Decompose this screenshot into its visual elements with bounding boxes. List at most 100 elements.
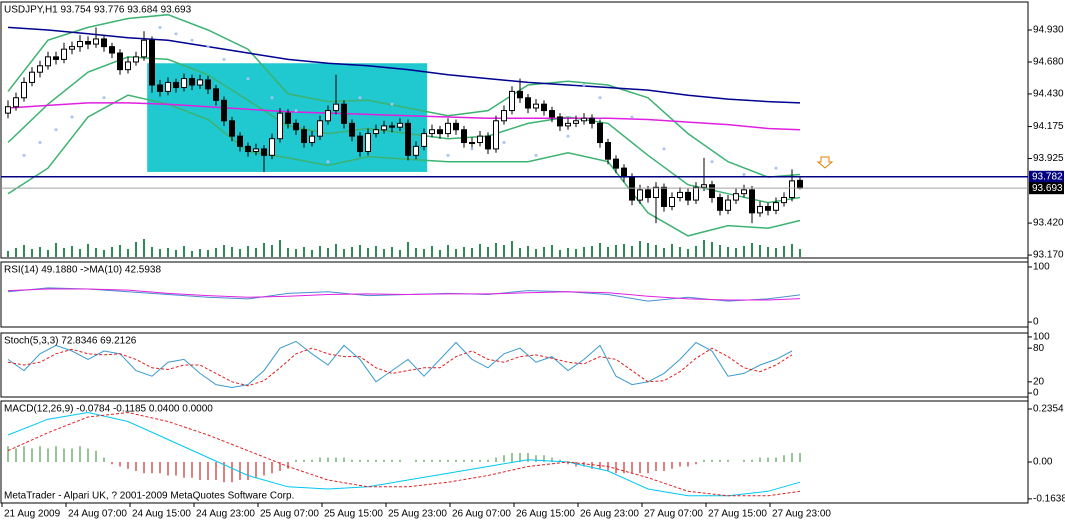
candle-body (797, 179, 803, 189)
candle-body (93, 38, 99, 45)
candle-body (133, 56, 139, 63)
sar-dot (246, 77, 250, 81)
candle-body (293, 122, 299, 131)
candle-body (261, 148, 267, 156)
time-label: 24 Aug 07:00 (68, 509, 127, 520)
candle-body (469, 142, 475, 145)
candle-body (45, 56, 51, 67)
candle-body (581, 117, 587, 122)
candle-body (621, 167, 627, 178)
candle-body (125, 61, 131, 71)
candle-body (357, 135, 363, 152)
candle-body (109, 46, 115, 54)
candle-body (453, 122, 459, 131)
candle-body (685, 191, 691, 201)
time-label: 27 Aug 07:00 (644, 509, 703, 520)
indicator-line (7, 340, 793, 389)
sar-dot (566, 134, 570, 138)
candle-body (69, 46, 75, 50)
sar-dot (38, 141, 42, 145)
candle-body (237, 135, 243, 147)
y-tick-label: 94.930 (1033, 25, 1064, 36)
y-tick-label: 80 (1033, 343, 1045, 354)
candle-body (597, 122, 603, 144)
candle-body (605, 142, 611, 160)
arrow-object (816, 156, 834, 169)
sar-dot (70, 115, 74, 119)
candle-body (221, 99, 227, 122)
panel-title: MACD(12,26,9) -0.0784 -0.1185 0.0400 0.0… (4, 404, 213, 415)
candle-body (557, 116, 563, 127)
time-label: 26 Aug 23:00 (580, 509, 639, 520)
candle-body (77, 41, 83, 48)
candle-body (157, 84, 163, 92)
candle-body (493, 120, 499, 150)
candle-body (173, 81, 179, 89)
candle-body (189, 78, 195, 86)
time-label: 27 Aug 23:00 (772, 509, 831, 520)
candle-body (565, 122, 571, 127)
candle-body (365, 133, 371, 152)
candle-body (253, 148, 259, 152)
candle-body (101, 38, 107, 48)
candle-body (37, 65, 43, 73)
candle-body (725, 199, 731, 211)
candle-body (765, 205, 771, 211)
candle-body (693, 186, 699, 201)
candle-body (325, 110, 331, 122)
candle-body (229, 120, 235, 137)
sar-dot (326, 160, 330, 164)
price-tag-label: 93.693 (1032, 183, 1063, 194)
candle-body (277, 112, 283, 140)
candle-body (525, 97, 531, 109)
candle-body (645, 189, 651, 199)
candle-body (149, 39, 155, 86)
candle-body (757, 205, 763, 214)
time-label: 24 Aug 23:00 (196, 509, 255, 520)
candle-body (421, 133, 427, 147)
panel: 0.2354 0.00 -0.1638 MACD(12,26,9) -0.0784 -… (4, 404, 1065, 505)
candle-body (397, 122, 403, 128)
candle-body (445, 122, 451, 135)
panel-title: USDJPY,H1 93.754 93.776 93.684 93.693 (4, 5, 192, 16)
sar-dot (270, 96, 274, 100)
footer: MetaTrader - Alpari UK, ? 2001-2009 Meta… (4, 491, 294, 502)
price-tag (1029, 170, 1064, 183)
candle-body (349, 122, 355, 137)
sar-dot (206, 45, 210, 49)
candle-body (29, 71, 35, 83)
sar-dot (774, 166, 778, 170)
candle-body (485, 135, 491, 150)
candle-body (389, 125, 395, 128)
sar-dot (294, 109, 298, 113)
candle-body (13, 97, 19, 108)
candle-body (549, 110, 555, 118)
y-tick-label: 0 (1033, 388, 1039, 399)
candle-body (269, 138, 275, 156)
candle-body (781, 197, 787, 204)
time-label: 25 Aug 15:00 (324, 509, 383, 520)
sar-dot (158, 25, 162, 29)
sar-dot (446, 153, 450, 157)
candle-body (21, 81, 27, 99)
candle-body (533, 103, 539, 109)
sar-dot (502, 141, 506, 145)
sar-dot (102, 96, 106, 100)
y-tick-label: 0.2354 (1033, 404, 1064, 415)
candle-body (317, 120, 323, 137)
candle-body (309, 135, 315, 144)
y-tick-label: 94.430 (1033, 89, 1064, 100)
panel-title: RSI(14) 49.1880 ->MA(10) 42.5938 (4, 265, 161, 276)
indicator-line (7, 411, 801, 497)
candle-body (709, 184, 715, 199)
candle-body (197, 79, 203, 86)
sar-dot (174, 32, 178, 36)
y-tick-label: 20 (1033, 376, 1045, 387)
candle-body (637, 189, 643, 201)
y-tick-label: -0.1638 (1033, 493, 1065, 504)
overlay-line (7, 102, 801, 131)
candle-body (5, 106, 11, 114)
